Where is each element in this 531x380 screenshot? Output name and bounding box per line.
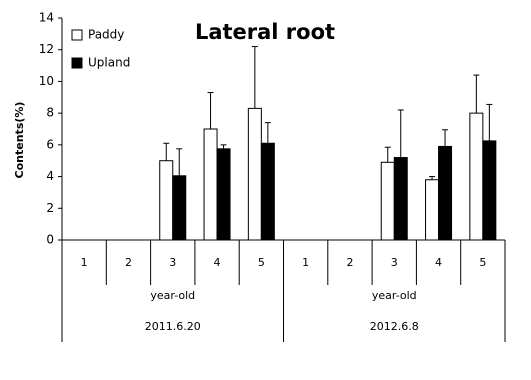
legend-label: Paddy xyxy=(88,28,124,42)
legend-swatch xyxy=(71,29,83,41)
bar xyxy=(260,142,275,241)
bar xyxy=(438,145,453,241)
y-axis-label: Contents(%) xyxy=(13,102,26,179)
group-date: 2012.6.8 xyxy=(370,320,419,333)
y-tick-label: 2 xyxy=(46,201,54,215)
bar xyxy=(482,140,497,241)
x-tick-label: 4 xyxy=(214,256,221,269)
legend-swatch xyxy=(71,57,83,69)
legend-label: Upland xyxy=(88,56,130,70)
x-tick-label: 2 xyxy=(346,256,353,269)
bar xyxy=(172,175,187,241)
y-tick-label: 14 xyxy=(39,11,54,25)
x-tick-label: 3 xyxy=(391,256,398,269)
x-tick-label: 1 xyxy=(302,256,309,269)
y-tick-label: 0 xyxy=(46,233,54,247)
x-tick-label: 4 xyxy=(435,256,442,269)
bar xyxy=(425,179,440,241)
bar xyxy=(469,112,484,241)
group-label: year-old xyxy=(150,289,195,302)
x-tick-label: 2 xyxy=(125,256,132,269)
x-tick-label: 3 xyxy=(169,256,176,269)
x-tick-label: 5 xyxy=(479,256,486,269)
y-tick-label: 6 xyxy=(46,137,54,151)
x-tick-label: 1 xyxy=(81,256,88,269)
y-tick-label: 10 xyxy=(39,74,54,88)
group-date: 2011.6.20 xyxy=(145,320,201,333)
bar xyxy=(216,148,231,241)
y-tick-label: 4 xyxy=(46,169,54,183)
bar xyxy=(203,128,218,241)
bar xyxy=(247,107,262,241)
bar xyxy=(380,161,395,241)
group-label: year-old xyxy=(372,289,417,302)
bar xyxy=(159,160,174,241)
x-tick-label: 5 xyxy=(258,256,265,269)
y-tick-label: 8 xyxy=(46,106,54,120)
chart-title: Lateral root xyxy=(195,20,335,44)
y-tick-label: 12 xyxy=(39,42,54,56)
bar xyxy=(393,157,408,241)
